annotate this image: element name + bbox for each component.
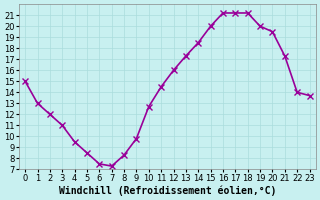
X-axis label: Windchill (Refroidissement éolien,°C): Windchill (Refroidissement éolien,°C) <box>59 185 276 196</box>
